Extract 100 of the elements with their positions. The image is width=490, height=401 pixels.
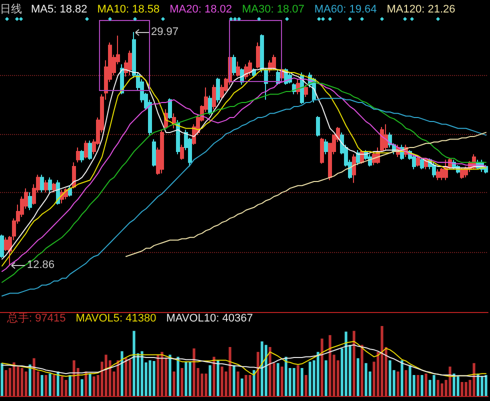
bar [316,352,320,396]
annotation: 12.86 [27,258,55,272]
bar [60,376,64,396]
bar [156,354,160,396]
candlestick [436,168,440,181]
bar [448,366,452,396]
bar [48,374,52,396]
bar [68,375,72,396]
candlestick [28,192,32,211]
candlestick [356,150,360,166]
bar [120,351,124,396]
bar [216,360,220,396]
bar [352,330,356,396]
bar [28,364,32,396]
candlestick [352,154,356,184]
bar [260,341,264,396]
bar [408,365,412,396]
text: MA120: 21.26 [386,4,456,16]
bar [344,332,348,396]
bar [476,374,480,396]
candlestick [68,185,72,198]
bar [184,362,188,396]
bar [296,365,300,396]
candlestick [248,60,252,76]
bar [400,360,404,396]
bar [220,366,224,396]
bar [124,358,128,396]
bar [72,360,76,396]
candlestick [432,162,436,178]
bar [208,365,212,396]
bar [236,372,240,396]
bar [232,365,236,396]
bar [180,368,184,396]
candlestick [84,140,88,159]
bar [80,379,84,396]
candlestick [180,144,184,160]
candlestick [72,162,76,189]
bar [356,358,360,396]
candlestick [40,174,44,193]
bar [292,368,296,396]
bar [252,370,256,396]
bar [420,375,424,396]
bar [132,330,136,396]
text: MA10: 18.58 [97,4,160,16]
bar [404,370,408,396]
bar [276,363,280,396]
bar [360,344,364,396]
text: MA20: 18.02 [170,4,232,16]
bar [460,382,464,396]
bar [128,360,132,396]
bar [192,348,196,396]
candlestick [416,155,420,168]
bar [40,375,44,396]
candlestick [236,61,240,78]
bar [228,347,232,396]
text: 总手: 97415 [6,312,66,324]
bar [480,376,484,396]
bar [452,374,456,396]
bar [16,366,20,396]
bar [116,360,120,396]
bar [324,360,328,396]
candlestick [412,154,416,170]
bar [240,378,244,396]
candlestick [48,176,52,193]
bar [176,356,180,396]
candlestick [52,182,56,193]
bar [152,361,156,396]
bar [104,354,108,396]
candlestick [0,234,4,258]
annotation: 29.97 [151,25,179,39]
bar [32,358,36,396]
bar [364,363,368,396]
bar [304,375,308,396]
bar [84,372,88,396]
bar [328,335,332,396]
bar [24,372,28,396]
bar [472,363,476,396]
text: MAVOL10: 40367 [166,312,253,324]
bar [440,383,444,396]
bar [436,380,440,396]
candlestick [304,84,308,98]
bar [308,362,312,396]
bar [0,363,4,396]
bar [416,375,420,396]
bar [88,374,92,396]
candlestick [216,77,220,103]
bar [280,366,284,396]
bar [172,372,176,396]
bar [268,347,272,396]
bar [204,374,208,396]
bar [56,372,60,396]
bar [256,352,260,396]
bar [160,352,164,396]
candlestick [324,138,328,155]
bar [12,362,16,396]
candlestick [76,146,80,163]
text: MAVOL5: 41380 [76,312,156,324]
bar [92,376,96,396]
bar [456,376,460,396]
bar [380,326,384,396]
